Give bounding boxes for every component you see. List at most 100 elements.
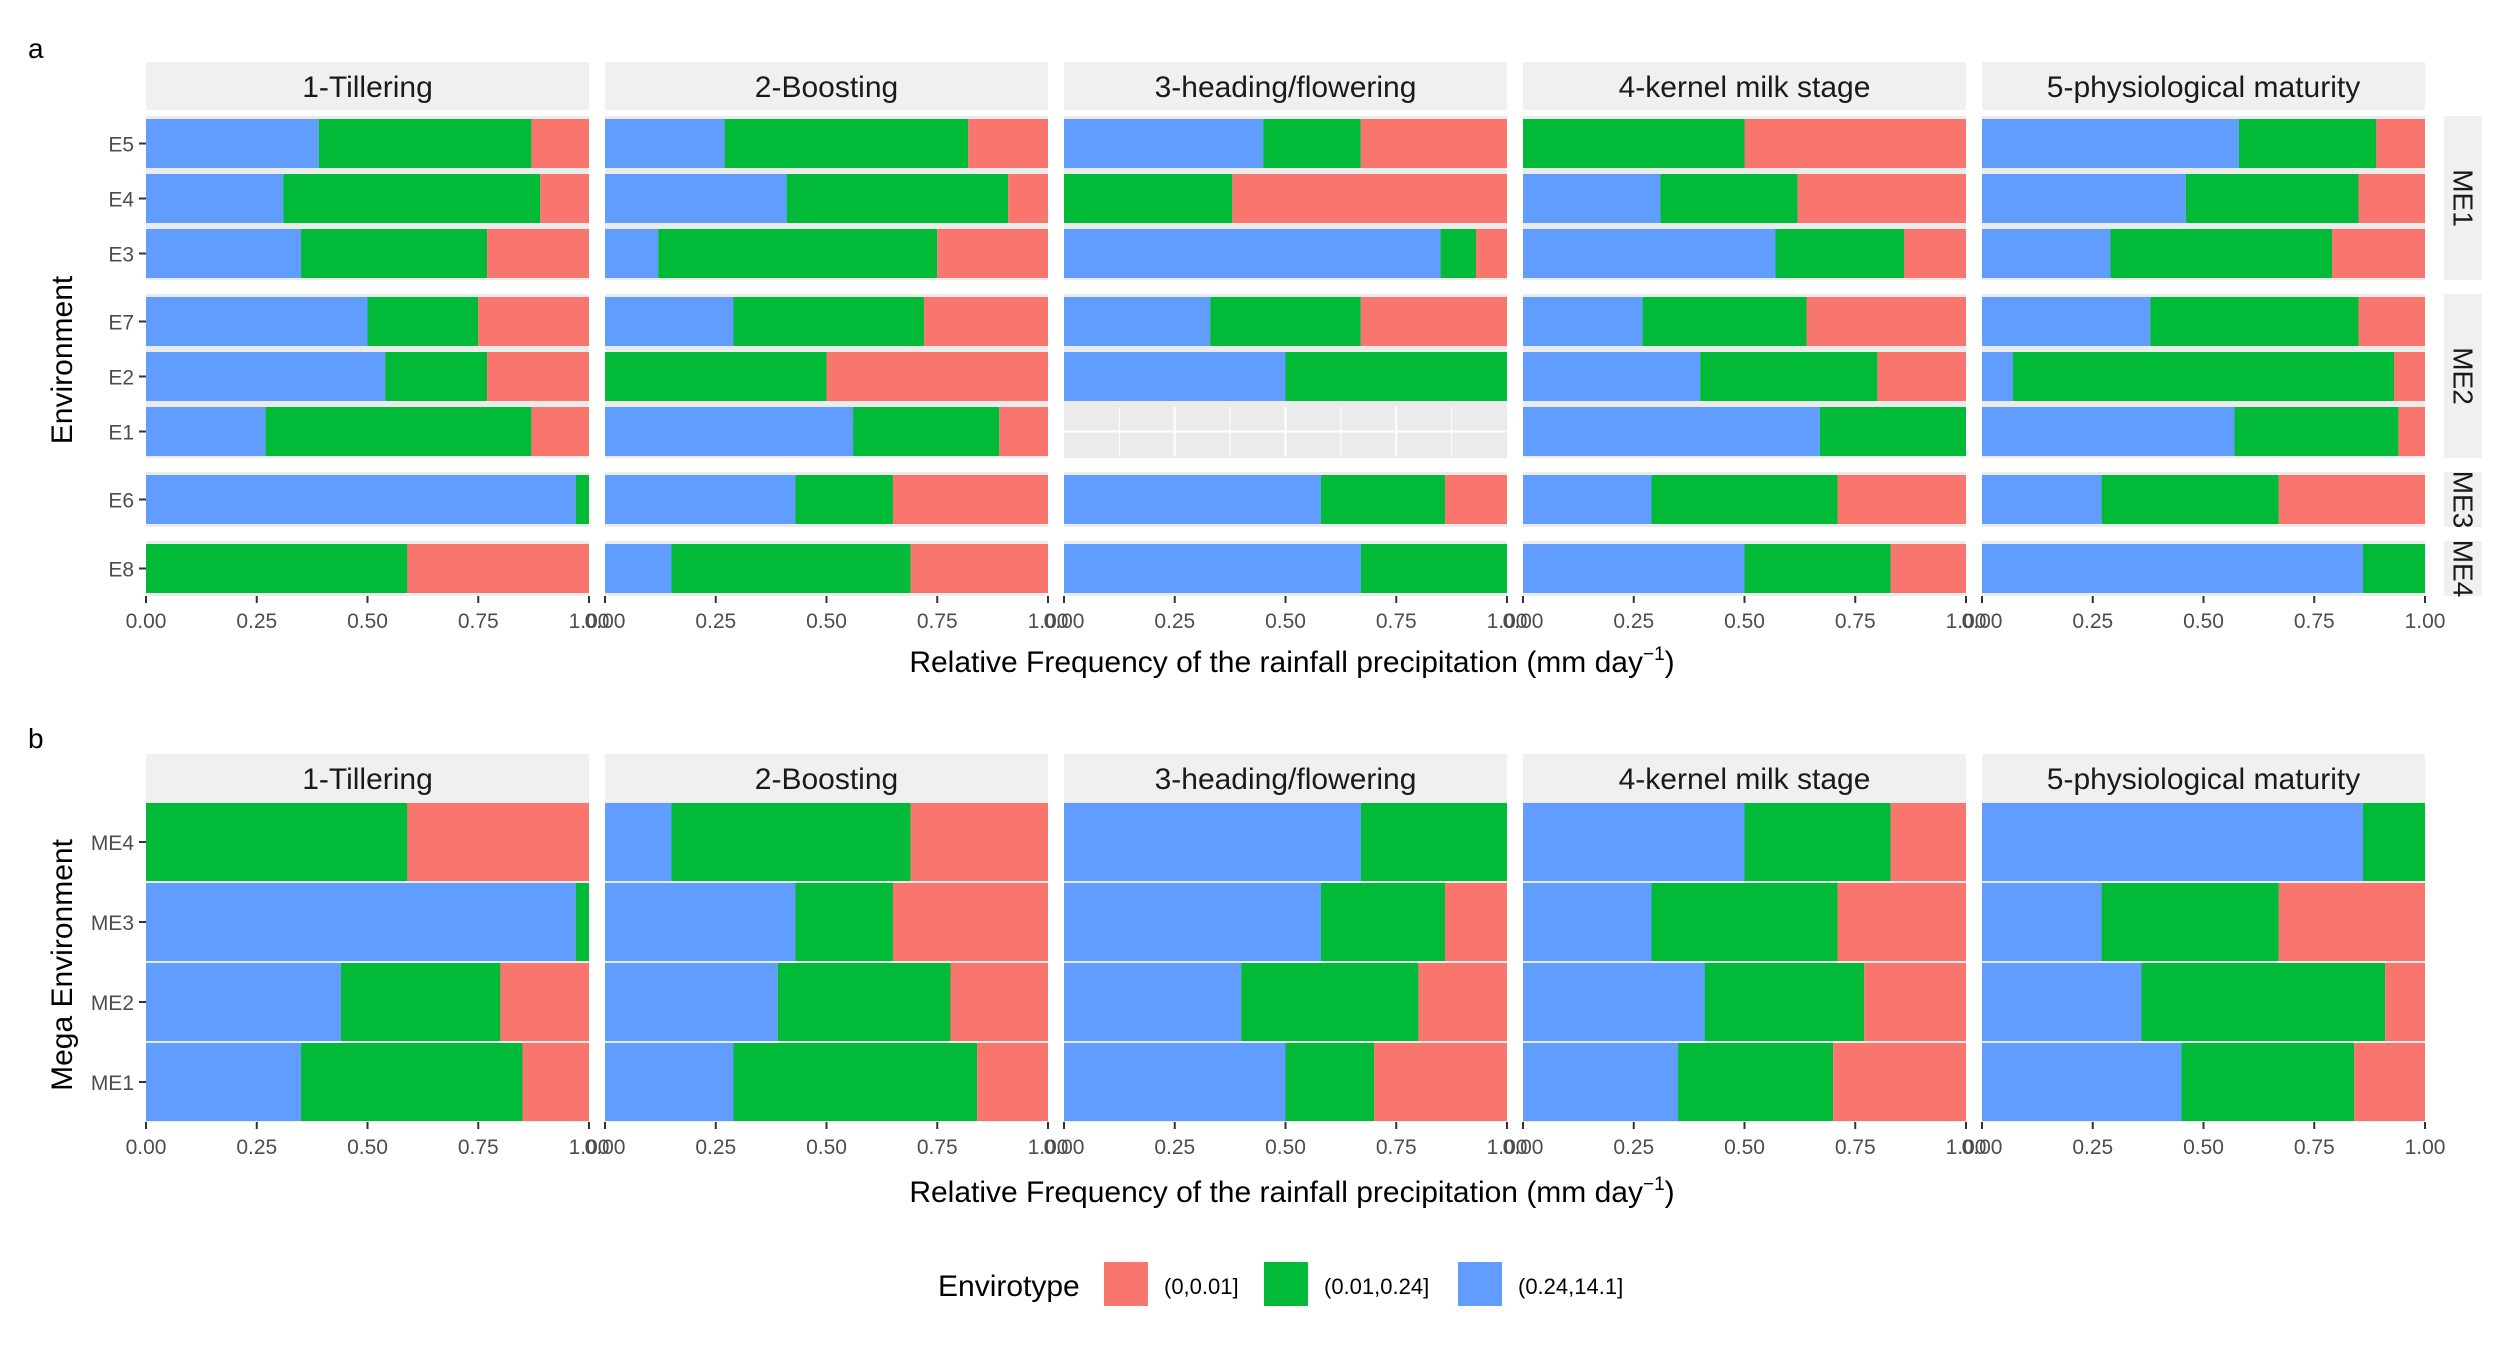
b-bar-me3-stage4-0 (1523, 883, 1652, 961)
a-strip-4-label: 5-physiological maturity (2047, 71, 2360, 104)
a-bar-e3-stage1-0 (146, 229, 302, 278)
b-bar-me4-stage2-2 (910, 803, 1048, 881)
a-bar-e1-stage4-0 (1523, 407, 1820, 456)
a-bar-e2-stage2-1 (605, 352, 827, 401)
a-bar-e5-stage3-2 (1360, 119, 1507, 168)
b-bar-me3-stage2-1 (795, 883, 893, 961)
b-xaxis-ticklabel-2-3: 0.75 (1376, 1136, 1417, 1159)
a-bar-e5-stage1-0 (146, 119, 319, 168)
a-xaxis-ticklabel-2-4: 1.00 (1487, 610, 1528, 633)
b-bar-me2-stage4-2 (1864, 963, 1966, 1041)
a-bar-e2-stage5-2 (2393, 352, 2425, 401)
x-axis-title-b: Relative Frequency of the rainfall preci… (909, 1174, 1674, 1209)
legend: Envirotype (0,0.01] (0.01,0.24] (0.24,14… (938, 1262, 1623, 1306)
a-bar-e5-stage4-1 (1523, 119, 1745, 168)
a-bar-e7-stage5-0 (1982, 297, 2151, 346)
a-bar-e4-stage5-0 (1982, 174, 2186, 223)
a-bar-e4-stage3-2 (1232, 174, 1507, 223)
a-strip-3-label: 4-kernel milk stage (1619, 71, 1871, 104)
a-bar-e7-stage2-0 (605, 297, 734, 346)
a-bar-e3-stage2-1 (658, 229, 938, 278)
a-bar-e1-stage2-2 (999, 407, 1048, 456)
a-bar-e2-stage4-0 (1523, 352, 1701, 401)
b-strip-0-label: 1-Tillering (302, 763, 433, 796)
a-bar-e6-stage1-0 (146, 475, 576, 524)
b-strip-4-bg (1982, 754, 2425, 802)
a-ylab-e2-label: E2 (108, 367, 134, 390)
a-ylab-e7-label: E7 (108, 312, 134, 335)
a-ylab-e1-label: E1 (108, 422, 134, 445)
a-bar-e8-stage4-0 (1523, 544, 1745, 593)
a-bar-e1-stage2-0 (605, 407, 854, 456)
a-bar-e5-stage1-1 (318, 119, 532, 168)
b-bar-me2-stage2-1 (777, 963, 951, 1041)
a-xaxis-ticklabel-1-1: 0.25 (695, 610, 736, 633)
b-bar-me3-stage5-2 (2278, 883, 2425, 961)
b-ylab-me2-label: ME2 (91, 992, 134, 1015)
b-xaxis-ticklabel-0-0: 0.00 (126, 1136, 167, 1159)
a-bar-e6-stage5-2 (2278, 475, 2425, 524)
a-bar-e3-stage3-2 (1475, 229, 1507, 278)
b-bar-me4-stage5-1 (2362, 803, 2425, 881)
b-bar-me4-stage4-0 (1523, 803, 1745, 881)
b-bar-me4-stage4-1 (1744, 803, 1891, 881)
a-strip-4-bg (1982, 62, 2425, 110)
a-bar-e3-stage1-2 (487, 229, 589, 278)
a-bar-e8-stage2-0 (605, 544, 672, 593)
a-bar-e4-stage5-1 (2185, 174, 2359, 223)
a-strip-3-bg (1523, 62, 1966, 110)
b-bar-me1-stage4-1 (1678, 1043, 1834, 1121)
a-bar-e4-stage4-2 (1797, 174, 1966, 223)
a-rowstrip-me2-bg (2444, 294, 2482, 458)
a-bar-e4-stage2-0 (605, 174, 787, 223)
b-bar-me3-stage5-1 (2101, 883, 2279, 961)
a-bar-e3-stage4-0 (1523, 229, 1776, 278)
a-bar-e5-stage3-1 (1263, 119, 1361, 168)
a-xaxis-ticklabel-3-2: 0.50 (1724, 610, 1765, 633)
a-bar-e8-stage4-1 (1744, 544, 1891, 593)
b-xaxis-ticklabel-1-0: 0.00 (585, 1136, 626, 1159)
a-xaxis-ticklabel-4-4: 1.00 (2405, 610, 2446, 633)
a-bar-e8-stage1-2 (407, 544, 589, 593)
a-ylab-e5-label: E5 (108, 134, 134, 157)
b-bar-me3-stage3-1 (1320, 883, 1445, 961)
a-bar-e7-stage1-1 (367, 297, 479, 346)
b-xaxis-ticklabel-4-2: 0.50 (2183, 1136, 2224, 1159)
legend-swatch-0 (1104, 1262, 1148, 1306)
a-bar-e2-stage4-2 (1877, 352, 1966, 401)
b-xaxis-ticklabel-2-4: 1.00 (1487, 1136, 1528, 1159)
a-bar-e3-stage5-0 (1982, 229, 2111, 278)
legend-title: Envirotype (938, 1270, 1080, 1303)
b-bar-me1-stage5-2 (2354, 1043, 2425, 1121)
a-bar-e2-stage3-0 (1064, 352, 1286, 401)
a-strip-0-bg (146, 62, 589, 110)
a-strip-2-bg (1064, 62, 1507, 110)
b-bar-me2-stage5-1 (2141, 963, 2386, 1041)
b-bar-me3-stage4-2 (1837, 883, 1966, 961)
a-bar-e8-stage4-2 (1890, 544, 1966, 593)
a-bar-e4-stage3-1 (1064, 174, 1233, 223)
b-bar-me1-stage1-2 (522, 1043, 589, 1121)
b-ylab-me4-label: ME4 (91, 832, 135, 855)
y-axis-title-a: Environment (46, 275, 79, 444)
a-xaxis-ticklabel-4-1: 0.25 (2072, 610, 2113, 633)
legend-swatch-1 (1264, 1262, 1308, 1306)
b-bar-me3-stage1-1 (575, 883, 589, 961)
a-bar-e3-stage2-2 (937, 229, 1048, 278)
b-bar-me3-stage4-1 (1651, 883, 1838, 961)
a-bar-e6-stage3-2 (1444, 475, 1507, 524)
b-xaxis-ticklabel-2-2: 0.50 (1265, 1136, 1306, 1159)
y-axis-title-b: Mega Environment (46, 838, 79, 1090)
a-bar-e5-stage5-0 (1982, 119, 2239, 168)
a-rowstrip-me2-label: ME2 (2448, 347, 2479, 405)
a-bar-e7-stage2-1 (733, 297, 924, 346)
b-bar-me1-stage3-2 (1374, 1043, 1507, 1121)
a-bar-e1-stage1-1 (265, 407, 532, 456)
b-strip-2-bg (1064, 754, 1507, 802)
a-xaxis-ticklabel-1-2: 0.50 (806, 610, 847, 633)
a-bar-e7-stage4-1 (1642, 297, 1807, 346)
b-xaxis-ticklabel-1-1: 0.25 (695, 1136, 736, 1159)
a-bar-e7-stage1-0 (146, 297, 368, 346)
a-xaxis-ticklabel-3-0: 0.00 (1503, 610, 1544, 633)
a-xaxis-ticklabel-3-4: 1.00 (1946, 610, 1987, 633)
